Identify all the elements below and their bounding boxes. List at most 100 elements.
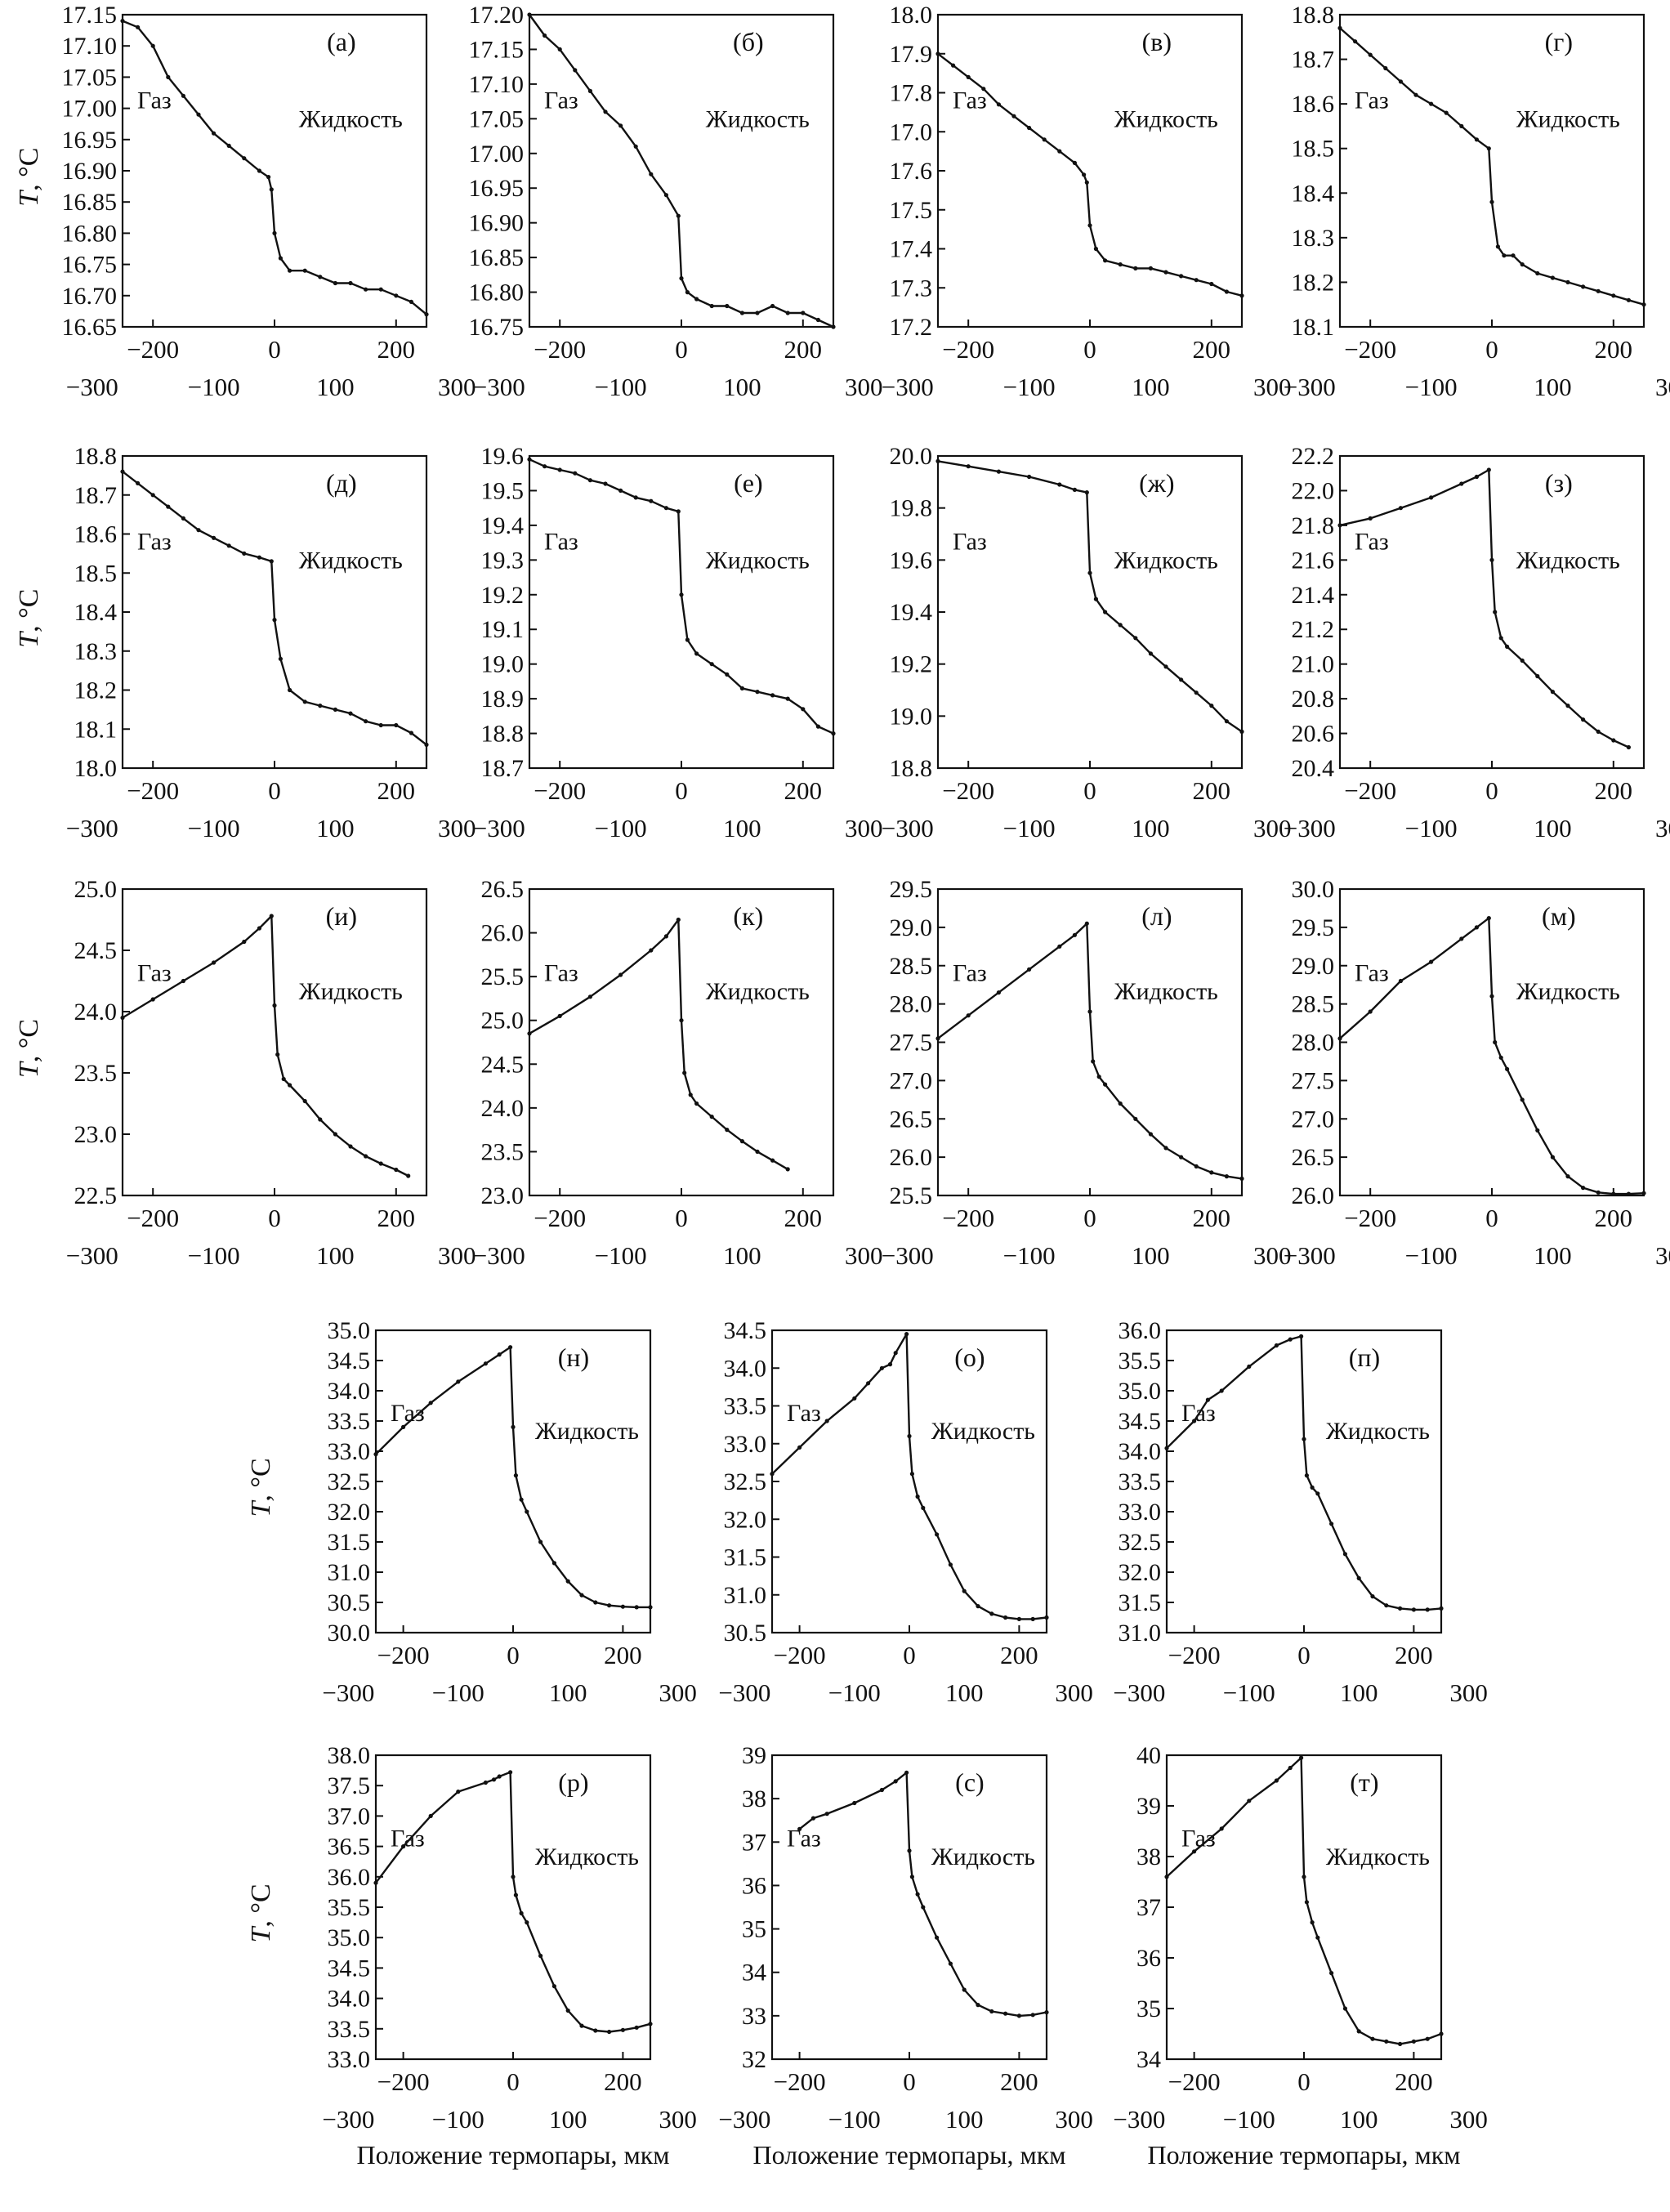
data-point — [1304, 1473, 1309, 1478]
data-point — [1179, 274, 1184, 279]
panel-3: 17.2 17.3 17.4 17.5 17.6 17.0 17.8 17.9 18.0 −200… — [882, 2, 1292, 401]
y-tick-label: 33 — [742, 2003, 766, 2030]
y-axis-unit: , °C — [14, 1019, 44, 1062]
gas-label: Газ — [544, 960, 578, 987]
data-point — [401, 1844, 406, 1849]
x-tick-label: 0 — [1083, 1204, 1096, 1232]
y-tick-label: 27.0 — [1292, 1106, 1335, 1133]
data-point — [269, 914, 274, 918]
y-axis-label: T, °C — [14, 148, 44, 207]
data-point — [288, 1083, 292, 1088]
data-point — [1384, 1603, 1389, 1608]
data-point — [676, 917, 681, 923]
x-tick-label: 200 — [1595, 335, 1633, 364]
x-tick-label: −300 — [882, 1241, 934, 1270]
gas-label: Газ — [1355, 529, 1389, 556]
x-tick-label: −300 — [322, 2105, 374, 2134]
x-tick-label: 300 — [438, 1241, 476, 1270]
data-point — [1302, 1437, 1306, 1441]
data-point — [1535, 270, 1540, 276]
y-tick-label: 18.8 — [890, 755, 933, 782]
x-tick-label: −100 — [188, 1241, 240, 1270]
y-tick-label: 22.5 — [74, 1182, 118, 1209]
y-axis-symbol: T — [14, 631, 44, 648]
y-axis-unit: , °C — [246, 1458, 276, 1501]
series-line — [937, 922, 1243, 1180]
data-point — [1133, 636, 1138, 641]
y-tick-label: 33.0 — [1119, 1499, 1162, 1526]
data-point — [378, 1161, 383, 1166]
data-point — [810, 1816, 816, 1821]
y-tick-label: 17.00 — [62, 96, 118, 123]
data-point — [1133, 266, 1138, 270]
liquid-label: Жидкость — [1516, 106, 1620, 133]
data-point — [226, 143, 231, 148]
panel-1: 16.65 16.70 16.75 16.80 16.85 16.90 16.95 17.00… — [14, 2, 476, 401]
data-point — [909, 1875, 914, 1879]
data-point — [364, 719, 368, 724]
y-tick-label: 34.0 — [328, 1378, 371, 1405]
data-point — [1329, 1971, 1334, 1976]
data-point — [1179, 677, 1184, 682]
data-point — [1042, 137, 1047, 142]
x-tick-label: −100 — [1405, 1241, 1458, 1270]
data-point — [935, 51, 940, 56]
data-point — [1027, 967, 1032, 972]
y-tick-label: 19.4 — [481, 512, 525, 539]
series-line — [122, 914, 409, 1177]
x-tick-label: 0 — [1485, 776, 1498, 805]
data-point — [725, 1128, 730, 1133]
data-point — [1093, 246, 1098, 252]
data-point — [1057, 482, 1062, 487]
data-point — [150, 493, 155, 498]
data-point — [663, 506, 669, 511]
data-point — [904, 1770, 909, 1775]
data-point — [1302, 1875, 1306, 1879]
data-point — [527, 457, 532, 462]
plot-frame — [121, 13, 428, 328]
data-point — [1148, 266, 1153, 270]
x-axis-label: Положение термопары, мкм — [752, 2140, 1065, 2170]
x-tick-label: −200 — [534, 335, 586, 364]
y-tick-label: 19.0 — [481, 651, 525, 678]
y-tick-label: 40 — [1136, 1742, 1161, 1769]
x-tick-label: 300 — [659, 1678, 697, 1707]
data-point — [1219, 1388, 1224, 1393]
data-point — [676, 213, 681, 218]
data-point — [551, 1561, 557, 1566]
data-point — [663, 193, 669, 198]
x-tick-label: 100 — [945, 2105, 984, 2134]
data-point — [1626, 744, 1631, 750]
y-tick-label: 19.3 — [481, 547, 525, 574]
data-point — [709, 303, 714, 309]
x-tick-label: −200 — [1168, 2067, 1221, 2096]
data-point — [1411, 1607, 1416, 1612]
x-tick-label: −200 — [1344, 1204, 1396, 1232]
data-point — [1194, 278, 1199, 283]
data-point — [981, 87, 986, 92]
data-point — [1493, 610, 1498, 614]
data-point — [565, 2008, 570, 2013]
y-tick-label: 17.4 — [890, 236, 933, 263]
x-tick-label: −200 — [534, 1204, 586, 1232]
data-point — [1072, 932, 1077, 937]
y-tick-label: 33.0 — [328, 2046, 371, 2073]
y-axis-unit: , °C — [246, 1884, 276, 1927]
data-point — [685, 290, 690, 295]
y-tick-label: 25.0 — [481, 1008, 525, 1035]
y-tick-label: 16.90 — [469, 210, 525, 237]
data-point — [824, 1419, 829, 1423]
y-tick-label: 16.95 — [62, 127, 118, 154]
data-point — [962, 1589, 967, 1593]
data-point — [1133, 1116, 1138, 1121]
x-tick-label: 300 — [1655, 814, 1670, 842]
y-tick-label: 31.0 — [724, 1582, 767, 1609]
data-point — [996, 469, 1001, 474]
x-tick-label: −100 — [1405, 373, 1458, 401]
data-point — [1596, 1190, 1601, 1195]
liquid-label: Жидкость — [1516, 978, 1620, 1005]
plot-frame — [770, 1329, 1048, 1634]
data-point — [1596, 288, 1601, 293]
x-tick-label: 300 — [659, 2105, 697, 2134]
y-tick-label: 35 — [1136, 1995, 1161, 2022]
